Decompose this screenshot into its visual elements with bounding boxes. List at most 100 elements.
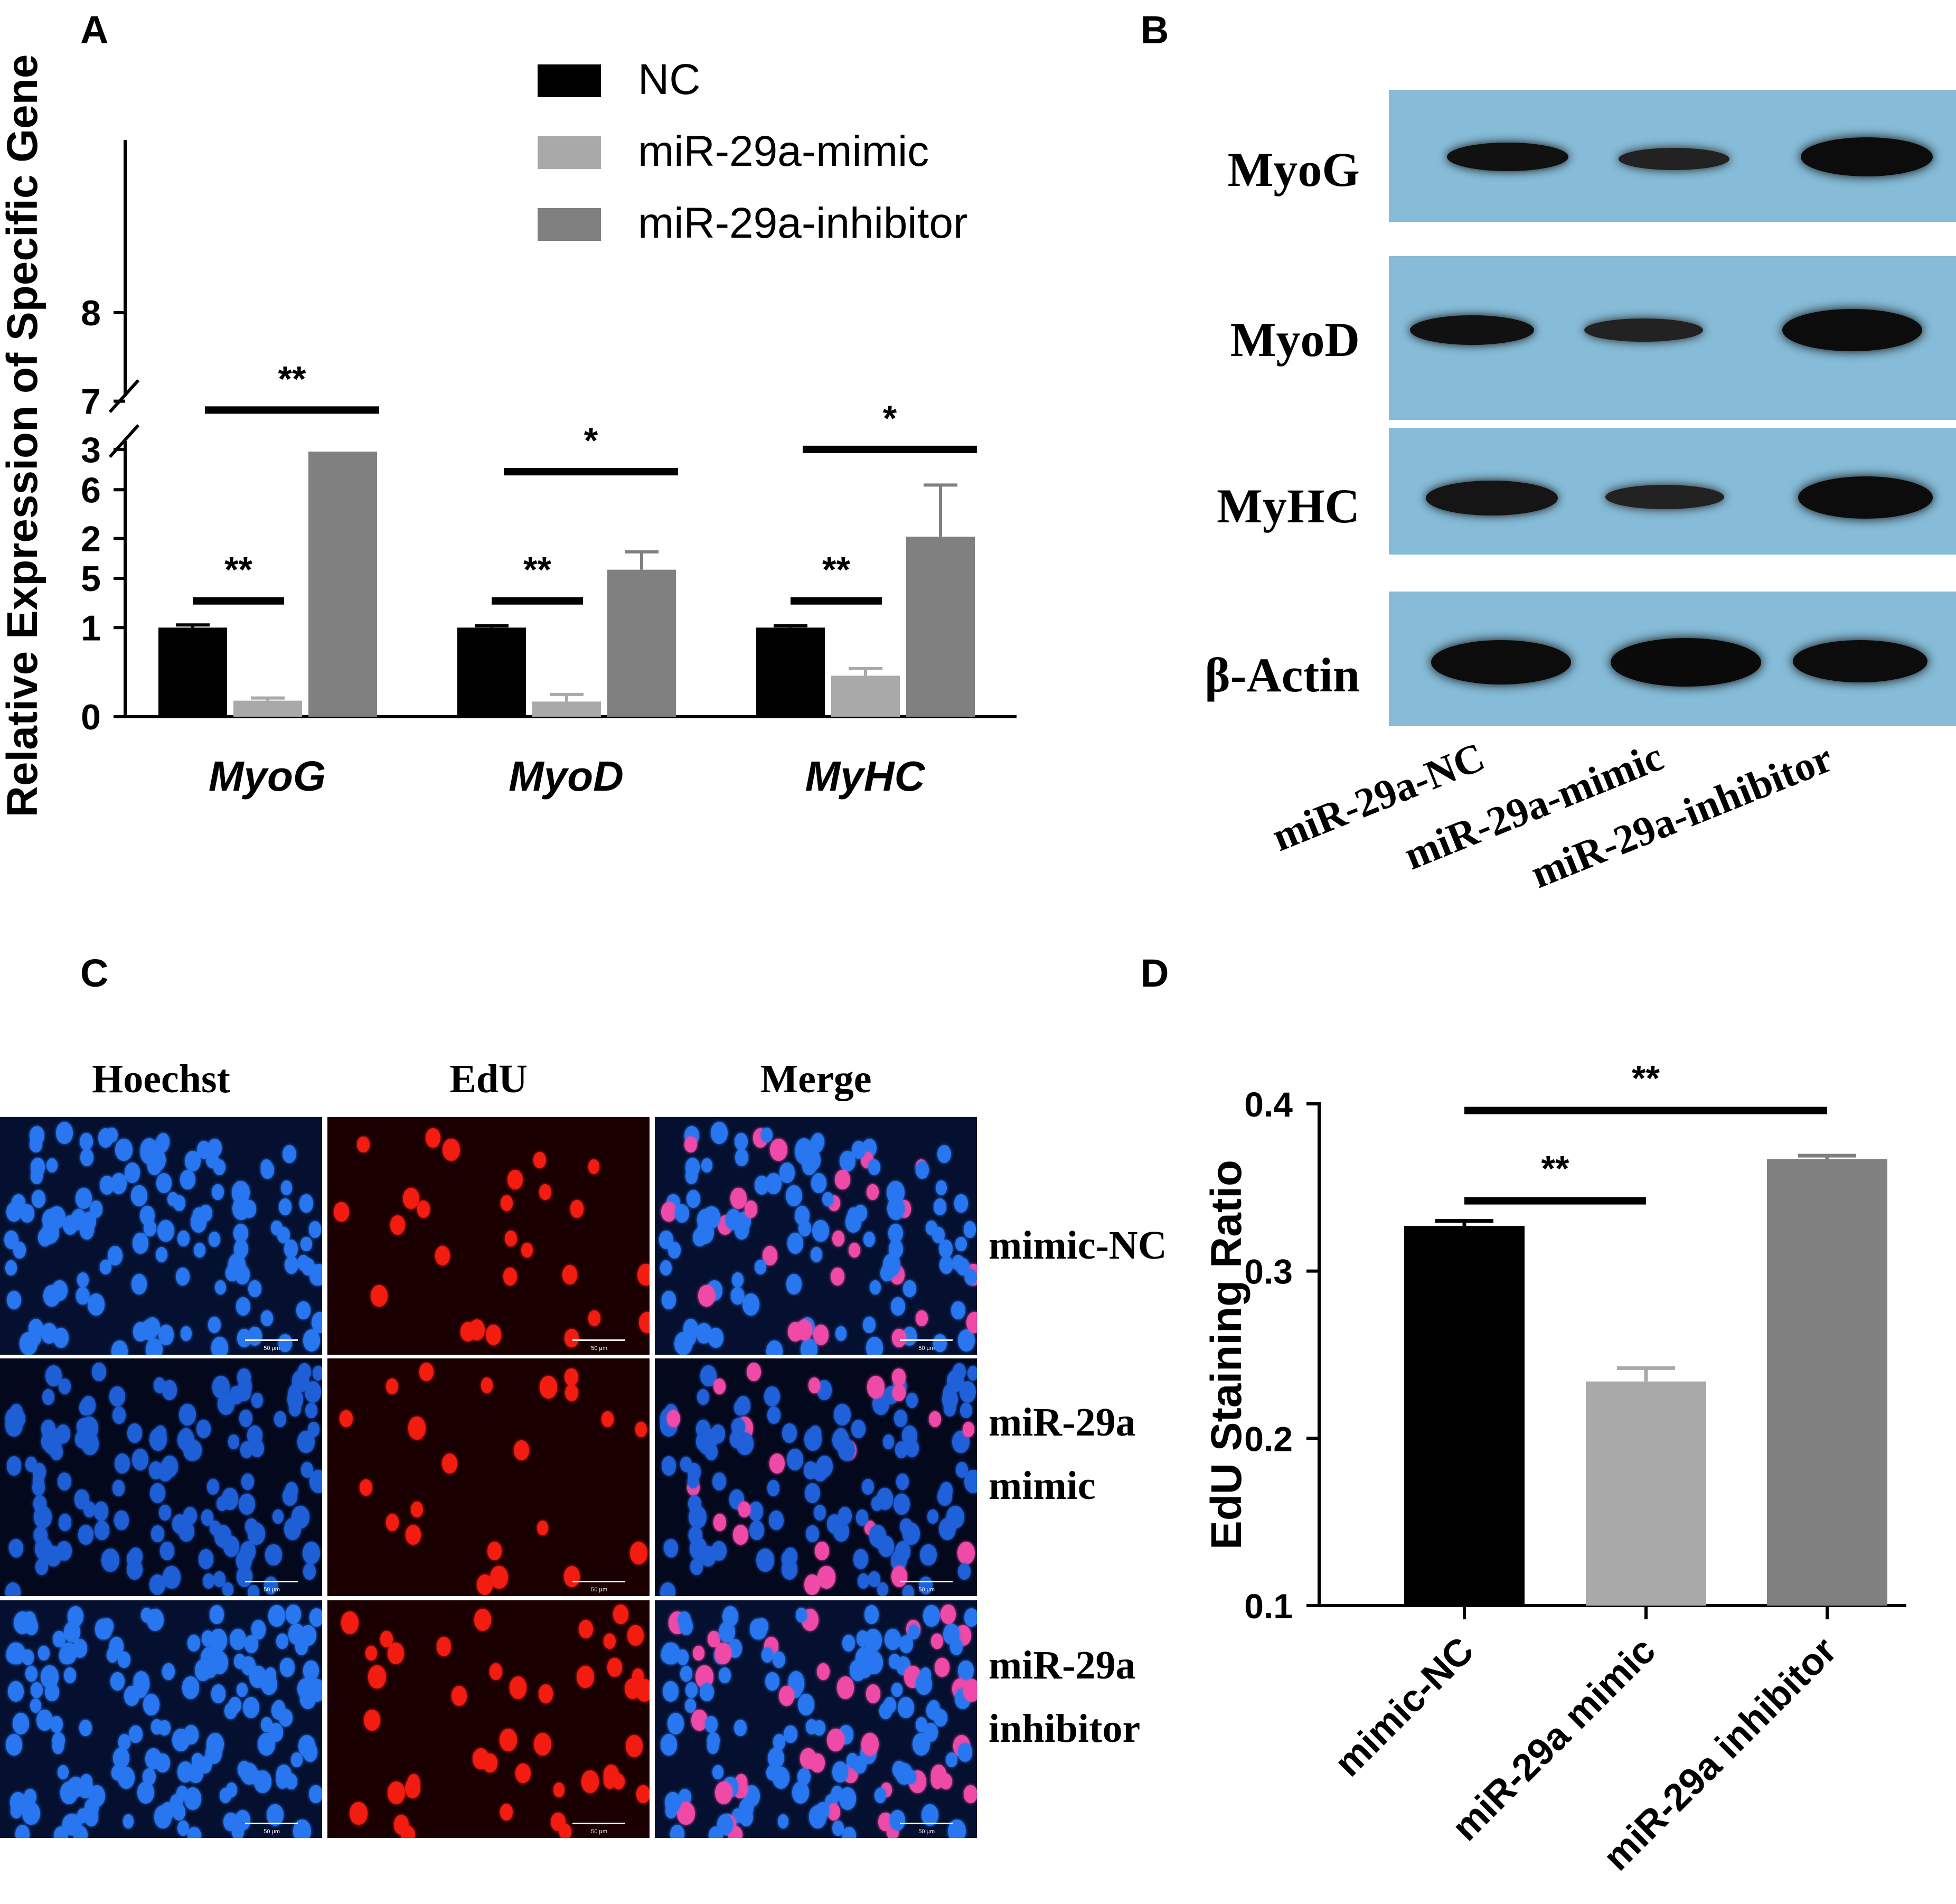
micrograph-tile: 50 μm	[655, 1117, 977, 1355]
nucleus	[160, 1542, 174, 1560]
panel-label-d: D	[1141, 951, 1169, 995]
band	[1426, 481, 1558, 515]
nucleus	[635, 1422, 647, 1437]
nucleus	[12, 1410, 25, 1428]
nucleus	[810, 1753, 825, 1772]
row-label-3-line2: inhibitor	[989, 1706, 1141, 1751]
nucleus	[661, 1291, 676, 1310]
nucleus	[386, 1378, 399, 1394]
nucleus	[889, 1809, 906, 1831]
nucleus	[562, 1265, 578, 1284]
nucleus	[920, 1544, 937, 1566]
nucleus	[411, 1502, 423, 1517]
nucleus	[31, 1168, 43, 1184]
nucleus	[460, 1322, 476, 1342]
nucleus	[291, 1505, 309, 1529]
nucleus	[46, 1158, 58, 1173]
band	[1410, 315, 1534, 345]
nucleus	[698, 1284, 716, 1307]
nucleus	[380, 1631, 393, 1647]
nucleus	[816, 1455, 833, 1477]
nucleus	[176, 1785, 189, 1802]
micrograph-tile: 50 μm	[327, 1600, 650, 1838]
y-tick-label: 1	[81, 608, 101, 648]
nucleus	[308, 1221, 322, 1238]
nucleus	[908, 1625, 919, 1639]
nucleus	[296, 1301, 311, 1320]
nucleus	[683, 1329, 697, 1346]
nucleus	[867, 1376, 885, 1399]
nucleus	[902, 1585, 914, 1596]
nucleus	[660, 1734, 677, 1756]
nucleus	[214, 1280, 226, 1295]
nucleus	[834, 1403, 851, 1426]
nucleus	[802, 1156, 816, 1175]
micrograph-tile: 50 μm	[327, 1358, 650, 1596]
scale-bar-label: 50 μm	[264, 1587, 280, 1593]
nucleus	[869, 1280, 881, 1295]
nucleus	[738, 1502, 750, 1517]
nucleus	[114, 1453, 130, 1474]
nucleus	[804, 1461, 818, 1479]
nucleus	[236, 1566, 252, 1587]
nucleus	[405, 1778, 421, 1799]
nucleus	[697, 1389, 710, 1405]
nucleus	[815, 1802, 829, 1819]
nucleus	[766, 1340, 783, 1355]
nucleus	[180, 1169, 195, 1189]
nucleus	[951, 1301, 965, 1320]
nucleus	[754, 1176, 769, 1195]
nucleus	[58, 1514, 72, 1531]
nucleus	[735, 1148, 748, 1166]
nucleus	[756, 1549, 774, 1572]
nucleus	[675, 1204, 690, 1223]
nucleus	[238, 1493, 255, 1515]
nucleus	[786, 1185, 803, 1207]
bar	[1586, 1381, 1706, 1606]
bar	[457, 627, 526, 717]
nucleus	[8, 1540, 20, 1555]
nucleus	[155, 1753, 170, 1772]
nucleus	[939, 1240, 953, 1258]
nucleus	[487, 1542, 502, 1560]
nucleus	[916, 1674, 933, 1695]
nucleus	[864, 1605, 879, 1624]
nucleus	[209, 1629, 228, 1652]
protein-label-myod: MyoD	[1230, 313, 1360, 367]
nucleus	[679, 1617, 693, 1636]
nucleus	[712, 1765, 724, 1780]
y-tick-label: 7	[81, 382, 101, 422]
scale-bar-label: 50 μm	[264, 1345, 280, 1352]
nucleus	[177, 1761, 194, 1783]
nucleus	[143, 1694, 160, 1716]
nucleus	[12, 1712, 30, 1734]
nucleus	[118, 1734, 131, 1750]
column-header-merge: Merge	[760, 1057, 872, 1101]
nucleus	[253, 1625, 265, 1639]
nucleus	[284, 1240, 298, 1258]
nucleus	[483, 1753, 497, 1772]
nucleus	[371, 1284, 388, 1307]
y-tick-label: 2	[81, 519, 101, 559]
nucleus	[490, 1565, 508, 1589]
nucleus	[240, 1441, 253, 1459]
nucleus	[29, 1329, 42, 1346]
nucleus	[877, 1582, 888, 1596]
nucleus	[918, 1577, 933, 1595]
nucleus	[198, 1549, 214, 1569]
nucleus	[864, 1629, 882, 1652]
nucleus	[501, 1195, 513, 1212]
nucleus	[749, 1619, 766, 1639]
nucleus	[268, 1605, 285, 1627]
nucleus	[167, 1192, 178, 1207]
nucleus	[363, 1709, 380, 1731]
nucleus	[816, 1663, 830, 1680]
nucleus	[213, 1159, 226, 1176]
nucleus	[76, 1287, 89, 1305]
nucleus	[704, 1715, 718, 1733]
nucleus	[581, 1770, 599, 1794]
nucleus	[158, 1325, 174, 1345]
nucleus	[613, 1605, 628, 1625]
nucleus	[817, 1565, 835, 1589]
nucleus	[713, 1514, 727, 1531]
